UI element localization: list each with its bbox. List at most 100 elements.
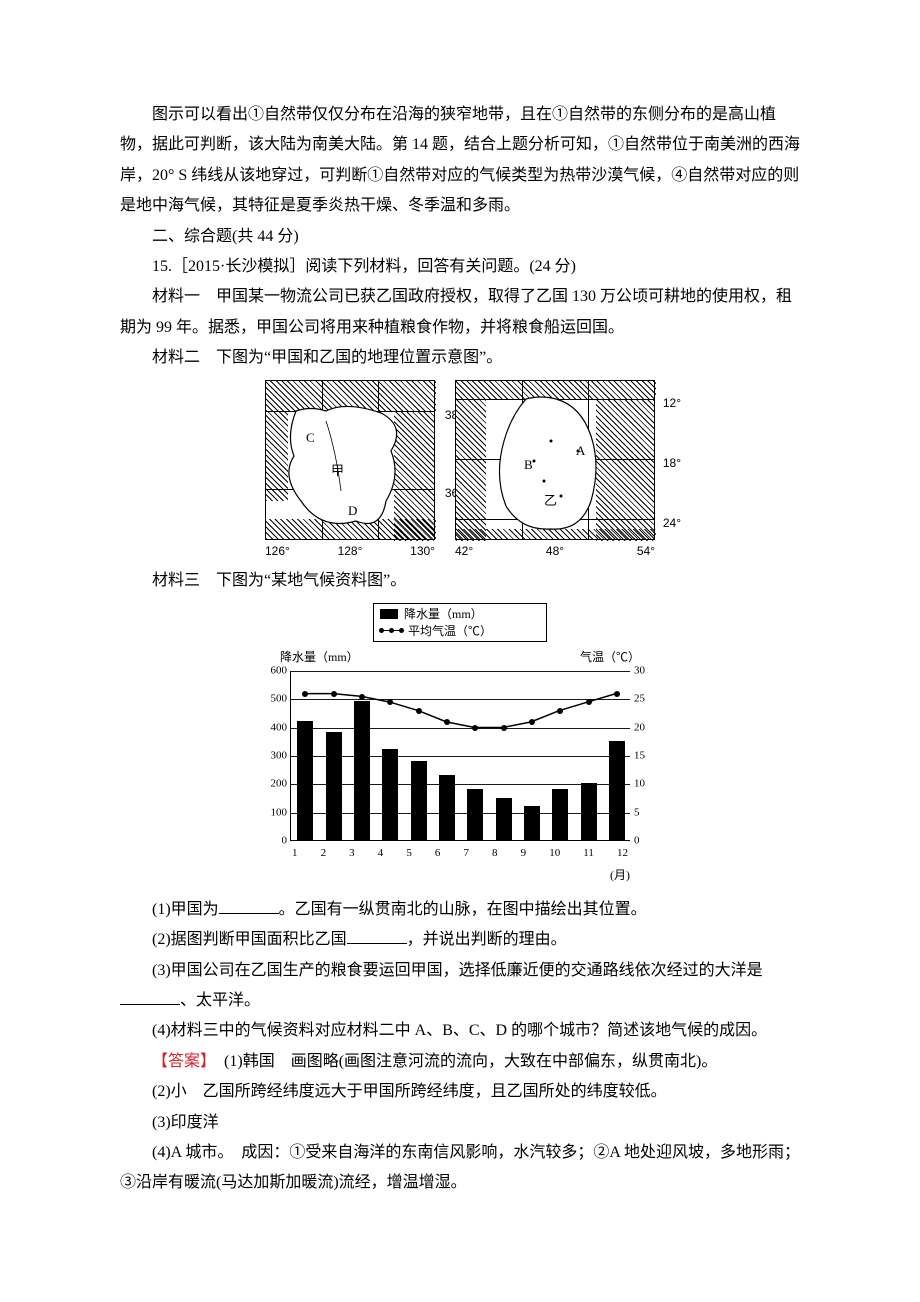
answer-2: (2)小 乙国所跨经纬度远大于甲国所跨经纬度，且乙国所处的纬度较低。	[120, 1077, 800, 1107]
map-right-lat18-tick: 18°	[663, 452, 681, 475]
ytick-right: 15	[630, 746, 645, 767]
q2-a: (2)据图判断甲国面积比乙国	[152, 931, 347, 948]
temp-point	[557, 708, 563, 714]
map-left-wrapper: C 甲 D 38° 36° 126° 128° 130°	[265, 380, 435, 563]
climate-x-unit: (月)	[290, 864, 630, 887]
q4: (4)材料三中的气候资料对应材料二中 A、B、C、D 的哪个城市？简述该地气候的…	[120, 1016, 800, 1046]
map-right-label-country: 乙	[544, 489, 557, 514]
ytick-left: 600	[271, 661, 292, 682]
month-tick: 3	[349, 843, 355, 864]
temp-point	[444, 719, 450, 725]
left-axis-label: 降水量（mm）	[280, 646, 359, 669]
legend-row-precip: 降水量（mm）	[380, 606, 540, 623]
material1: 材料一 甲国某一物流公司已获乙国政府授权，取得了乙国 130 万公顷可耕地的使用…	[120, 282, 800, 343]
ytick-right: 10	[630, 774, 645, 795]
gridline	[291, 813, 630, 814]
month-tick: 12	[617, 843, 628, 864]
map-figure: C 甲 D 38° 36° 126° 128° 130°	[120, 380, 800, 563]
ytick-left: 100	[271, 802, 292, 823]
climate-xaxis: 123456789101112	[290, 843, 630, 864]
precip-bar	[439, 775, 455, 840]
month-tick: 11	[583, 843, 594, 864]
ytick-left: 0	[282, 831, 292, 852]
ytick-right: 20	[630, 717, 645, 738]
temp-point	[529, 719, 535, 725]
legend-precip-label: 降水量（mm）	[404, 606, 483, 623]
legend-line-icon	[380, 630, 402, 631]
month-tick: 8	[492, 843, 498, 864]
answer-label: 【答案】	[152, 1053, 208, 1070]
month-tick: 9	[521, 843, 527, 864]
map-right-lon-ticks: 42° 48° 54°	[455, 540, 655, 563]
ytick-right: 30	[630, 661, 645, 682]
map-right-label-a: A	[576, 439, 585, 464]
ytick-right: 25	[630, 689, 645, 710]
precip-bar	[552, 789, 568, 840]
temp-point	[302, 691, 308, 697]
q1: (1)甲国为 。乙国有一纵贯南北的山脉，在图中描绘出其位置。	[120, 895, 800, 925]
map-right-lat24-tick: 24°	[663, 512, 681, 535]
q3-line2: 、太平洋。	[120, 986, 800, 1016]
temp-point	[331, 691, 337, 697]
page: 图示可以看出①自然带仅仅分布在沿海的狭窄地带，且在①自然带的东侧分布的是高山植物…	[0, 0, 920, 1302]
climate-legend: 降水量（mm） 平均气温（℃）	[373, 603, 547, 643]
q1-b: 。乙国有一纵贯南北的山脉，在图中描绘出其位置。	[279, 901, 647, 918]
temp-point	[472, 725, 478, 731]
precip-bar	[581, 783, 597, 840]
gridline	[291, 699, 630, 700]
answer-1-text: (1)韩国 画图略(画图注意河流的流向，大致在中部偏东，纵贯南北)。	[224, 1053, 717, 1070]
answer-4: (4)A 城市。 成因：①受来自海洋的东南信风影响，水汽较多；②A 地处迎风坡，…	[120, 1138, 800, 1199]
precip-bar	[382, 749, 398, 840]
q15-head: 15.［2015·长沙模拟］阅读下列材料，回答有关问题。(24 分)	[120, 252, 800, 282]
gridline	[291, 728, 630, 729]
map-right-label-b: B	[524, 453, 533, 478]
axis-top-labels: 降水量（mm） 气温（℃）	[280, 646, 640, 669]
temp-point	[387, 699, 393, 705]
ytick-left: 500	[271, 689, 292, 710]
gridline	[291, 756, 630, 757]
climate-box: 降水量（mm） 平均气温（℃） 降水量（mm） 气温（℃） 0010	[280, 603, 640, 887]
map-left-label-country: 甲	[331, 459, 344, 484]
month-tick: 6	[435, 843, 441, 864]
map-right-lon-1: 48°	[546, 540, 564, 563]
map-left-panel: C 甲 D	[265, 380, 435, 540]
ytick-left: 300	[271, 746, 292, 767]
month-tick: 4	[378, 843, 384, 864]
temp-point	[501, 725, 507, 731]
map-left-label-d: D	[348, 499, 357, 524]
q1-a: (1)甲国为	[152, 901, 219, 918]
legend-row-temp: 平均气温（℃）	[380, 623, 540, 640]
map-right-panel: A B 乙	[455, 380, 655, 540]
map-right-coast	[456, 381, 656, 541]
passage-p1: 图示可以看出①自然带仅仅分布在沿海的狭窄地带，且在①自然带的东侧分布的是高山植物…	[120, 100, 800, 222]
month-tick: 1	[292, 843, 298, 864]
month-tick: 10	[549, 843, 560, 864]
temp-point	[614, 691, 620, 697]
map-right-lon-0: 42°	[455, 540, 473, 563]
material3: 材料三 下图为“某地气候资料图”。	[120, 566, 800, 596]
precip-bar	[496, 798, 512, 841]
q1-blank[interactable]	[219, 897, 279, 914]
q2: (2)据图判断甲国面积比乙国 ，并说出判断的理由。	[120, 925, 800, 955]
q3-blank[interactable]	[120, 988, 180, 1005]
gridline	[291, 784, 630, 785]
map-right-wrapper: A B 乙 12° 18° 24° 42° 48° 54°	[455, 380, 655, 563]
ytick-left: 200	[271, 774, 292, 795]
answer-1: 【答案】 (1)韩国 画图略(画图注意河流的流向，大致在中部偏东，纵贯南北)。	[120, 1047, 800, 1077]
q2-blank[interactable]	[347, 927, 407, 944]
precip-bar	[467, 789, 483, 840]
climate-figure: 降水量（mm） 平均气温（℃） 降水量（mm） 气温（℃） 0010	[120, 603, 800, 887]
temp-point	[359, 694, 365, 700]
answer-3: (3)印度洋	[120, 1108, 800, 1138]
precip-bar	[297, 721, 313, 840]
map-right-lat12-tick: 12°	[663, 392, 681, 415]
temp-point	[586, 699, 592, 705]
q2-b: ，并说出判断的理由。	[407, 931, 567, 948]
month-tick: 5	[406, 843, 412, 864]
climate-plot: 0010052001030015400205002560030	[290, 671, 630, 841]
precip-bar	[326, 732, 342, 840]
map-left-lon-2: 130°	[410, 540, 435, 563]
temp-point	[416, 708, 422, 714]
section-heading: 二、综合题(共 44 分)	[120, 222, 800, 252]
month-tick: 7	[463, 843, 469, 864]
